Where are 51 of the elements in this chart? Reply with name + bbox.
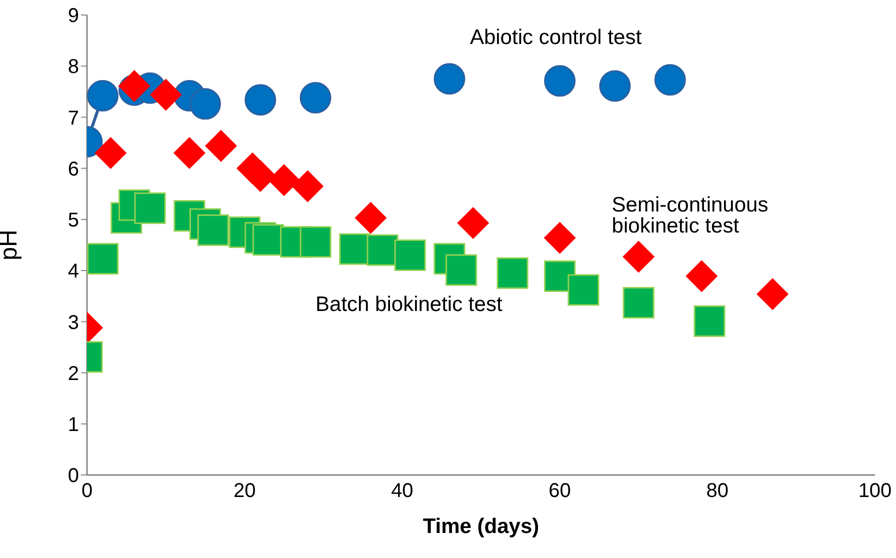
y-tick-label: 4 xyxy=(68,260,79,283)
point xyxy=(686,260,718,292)
point xyxy=(654,64,686,96)
x-tick-label: 80 xyxy=(706,480,729,502)
point xyxy=(694,305,726,337)
point xyxy=(94,137,127,169)
point xyxy=(457,207,490,240)
point xyxy=(244,84,276,116)
x-tick-label: 40 xyxy=(391,480,414,502)
y-tick-label: 1 xyxy=(68,414,79,436)
point xyxy=(87,80,119,112)
y-tick-label: 5 xyxy=(68,210,79,232)
point xyxy=(197,214,229,246)
y-tick-label: 9 xyxy=(68,5,79,28)
series-label: Batch biokinetic test xyxy=(316,293,502,316)
point xyxy=(496,257,528,289)
point xyxy=(268,164,300,196)
point xyxy=(568,274,600,306)
x-axis-title: Time (days) xyxy=(422,515,540,538)
y-tick-label: 3 xyxy=(68,312,79,334)
point xyxy=(354,202,387,234)
point xyxy=(394,239,426,271)
x-tick-label: 60 xyxy=(548,480,571,502)
point xyxy=(134,192,166,224)
y-tick-label: 6 xyxy=(68,158,79,180)
y-tick-label: 7 xyxy=(68,107,79,130)
y-tick-label: 0 xyxy=(68,465,79,488)
point xyxy=(544,65,576,97)
point xyxy=(87,243,119,275)
x-tick-label: 20 xyxy=(233,480,256,502)
point xyxy=(300,82,332,114)
point xyxy=(446,254,478,286)
point xyxy=(544,222,576,254)
point xyxy=(150,78,182,111)
point xyxy=(292,170,324,202)
point xyxy=(189,88,221,120)
point xyxy=(756,278,789,310)
y-tick-label: 2 xyxy=(68,362,79,385)
series-label: Abiotic control test xyxy=(470,26,642,50)
point xyxy=(599,70,631,102)
x-tick-label: 100 xyxy=(858,480,892,502)
point xyxy=(622,240,655,273)
series-label: Semi-continuous biokinetic test xyxy=(612,193,768,238)
y-axis-title: pH xyxy=(0,230,23,260)
point xyxy=(300,226,332,258)
point xyxy=(622,287,654,319)
y-tick-label: 8 xyxy=(68,56,79,78)
point xyxy=(204,130,237,162)
point xyxy=(434,63,466,95)
point xyxy=(173,137,206,169)
point xyxy=(366,234,398,266)
